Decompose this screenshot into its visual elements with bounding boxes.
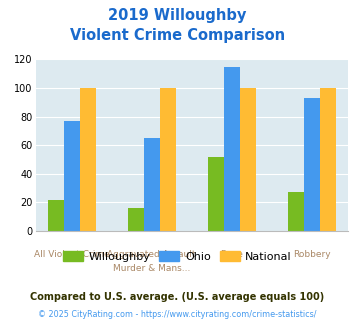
Bar: [320, 88, 336, 231]
Text: All Violent Crime: All Violent Crime: [34, 250, 109, 259]
Bar: [80, 88, 95, 231]
Bar: [208, 157, 224, 231]
Legend: Willoughby, Ohio, National: Willoughby, Ohio, National: [59, 247, 296, 267]
Bar: [160, 88, 176, 231]
Bar: [240, 88, 256, 231]
Text: Violent Crime Comparison: Violent Crime Comparison: [70, 28, 285, 43]
Text: 2019 Willoughby: 2019 Willoughby: [108, 8, 247, 23]
Bar: [127, 208, 144, 231]
Bar: [224, 67, 240, 231]
Bar: [48, 200, 64, 231]
Text: Compared to U.S. average. (U.S. average equals 100): Compared to U.S. average. (U.S. average …: [31, 292, 324, 302]
Bar: [304, 98, 320, 231]
Bar: [288, 192, 304, 231]
Text: Aggravated Assault: Aggravated Assault: [108, 250, 196, 259]
Text: Murder & Mans...: Murder & Mans...: [113, 264, 190, 273]
Bar: [144, 138, 160, 231]
Text: Robbery: Robbery: [293, 250, 331, 259]
Bar: [64, 121, 80, 231]
Text: Rape: Rape: [220, 250, 243, 259]
Text: © 2025 CityRating.com - https://www.cityrating.com/crime-statistics/: © 2025 CityRating.com - https://www.city…: [38, 310, 317, 319]
